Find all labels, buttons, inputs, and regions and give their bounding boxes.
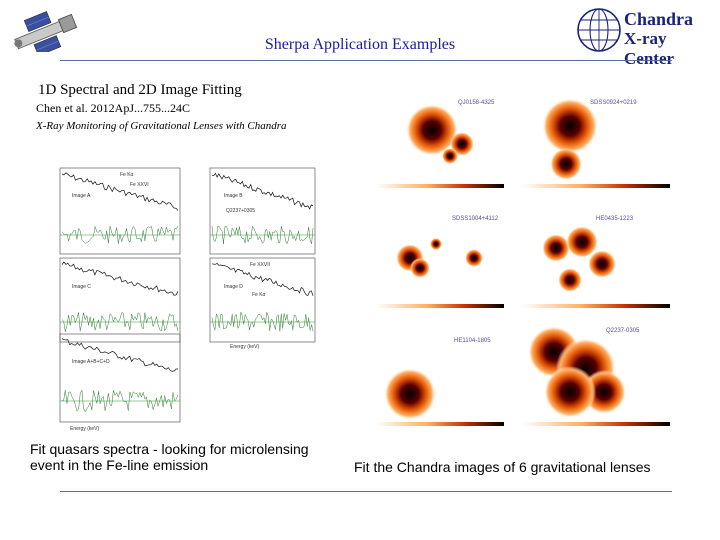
logo-line-1: Chandra [624, 9, 694, 29]
residual-curve [61, 389, 179, 413]
spectrum-label-image-b: Image B [224, 193, 243, 199]
lens-label-sdss1004: SDSS1004+4112 [452, 216, 499, 222]
spectra-xlabel-right: Energy (keV) [230, 344, 260, 350]
lens-label-he1104: HE1104-1805 [454, 338, 491, 344]
spectrum-panel-frame [209, 167, 316, 255]
spectrum-panel-frame [59, 257, 181, 343]
lens-image-source [384, 368, 436, 420]
lens-image-source [410, 258, 430, 278]
lens-label-sdss0924: SDSS0924+0219 [590, 100, 637, 106]
residual-curve [61, 225, 179, 244]
line-label-fe-ka: Fe Kα [120, 172, 134, 178]
spectra-figure: Energy (keV) Energy (keV) Image A Image … [30, 166, 320, 434]
lens-colorbar [522, 184, 670, 188]
lens-image-source [542, 234, 570, 262]
chandra-xray-center-logo: Chandra X-ray Center [576, 5, 718, 68]
header-divider [60, 60, 672, 61]
spectrum-object-label: Q2237+0305 [226, 208, 255, 214]
lens-image-panel [370, 212, 510, 312]
spectrum-curve [212, 172, 314, 210]
lens-label-qj0158: QJ0158-4325 [458, 100, 495, 106]
chandra-satellite-icon [14, 11, 78, 52]
lens-image-source [544, 366, 596, 418]
spectrum-curve [61, 261, 179, 296]
spectrum-panel-frame [209, 257, 316, 343]
lens-label-he0435: HE0435-1223 [596, 216, 634, 222]
paper-title: X-Ray Monitoring of Gravitational Lenses… [36, 120, 287, 132]
globe-icon [577, 8, 621, 52]
spectra-xlabel-left: Energy (keV) [70, 426, 100, 432]
spectrum-curve [61, 172, 179, 211]
spectrum-label-image-a: Image A [72, 193, 91, 199]
footer-divider [60, 491, 672, 492]
section-heading: 1D Spectral and 2D Image Fitting [38, 82, 242, 98]
spectrum-label-image-abcd: Image A+B+C+D [72, 359, 110, 365]
line-label-fe-xxvi: Fe XXVI [130, 182, 149, 188]
spectrum-label-image-d: Image D [224, 284, 243, 290]
spectrum-curve [211, 262, 314, 296]
spectrum-panel-frame [59, 333, 181, 423]
lens-image-source [406, 104, 458, 156]
residual-curve [61, 312, 179, 332]
lens-image-source [558, 268, 582, 292]
residual-curve [211, 225, 314, 245]
lens-colorbar [522, 422, 670, 426]
lens-colorbar [522, 304, 670, 308]
spectrum-label-image-c: Image C [72, 284, 91, 290]
lens-images-figure: QJ0158-4325 SDSS0924+0219 SDSS1004+4112 … [370, 92, 676, 438]
line-label-fe-xxvii: Fe XXVII [250, 262, 270, 268]
lens-colorbar [376, 422, 504, 426]
line-label-fe-ka-d: Fe Kα [252, 292, 266, 298]
spectra-caption: Fit quasars spectra - looking for microl… [30, 441, 309, 473]
spectrum-panel-frame [59, 167, 181, 255]
spectrum-curve [61, 338, 178, 372]
lens-image-source [566, 226, 598, 258]
lens-image-source [542, 98, 598, 154]
lens-image-source [465, 249, 483, 267]
lens-colorbar [376, 304, 504, 308]
lens-image-source [430, 238, 442, 250]
logo-line-2: X-ray Center [624, 29, 675, 68]
lens-image-source [442, 148, 458, 164]
page-title: Sherpa Application Examples [264, 36, 456, 53]
citation: Chen et al. 2012ApJ...755...24C [36, 101, 190, 115]
lens-colorbar [376, 184, 504, 188]
lens-image-source [588, 250, 616, 278]
lens-image-panel [516, 92, 676, 192]
lens-image-source [550, 148, 582, 180]
lens-label-q2237: Q2237-0305 [606, 328, 640, 334]
images-caption: Fit the Chandra images of 6 gravitationa… [354, 459, 651, 475]
lens-image-source [450, 132, 474, 156]
